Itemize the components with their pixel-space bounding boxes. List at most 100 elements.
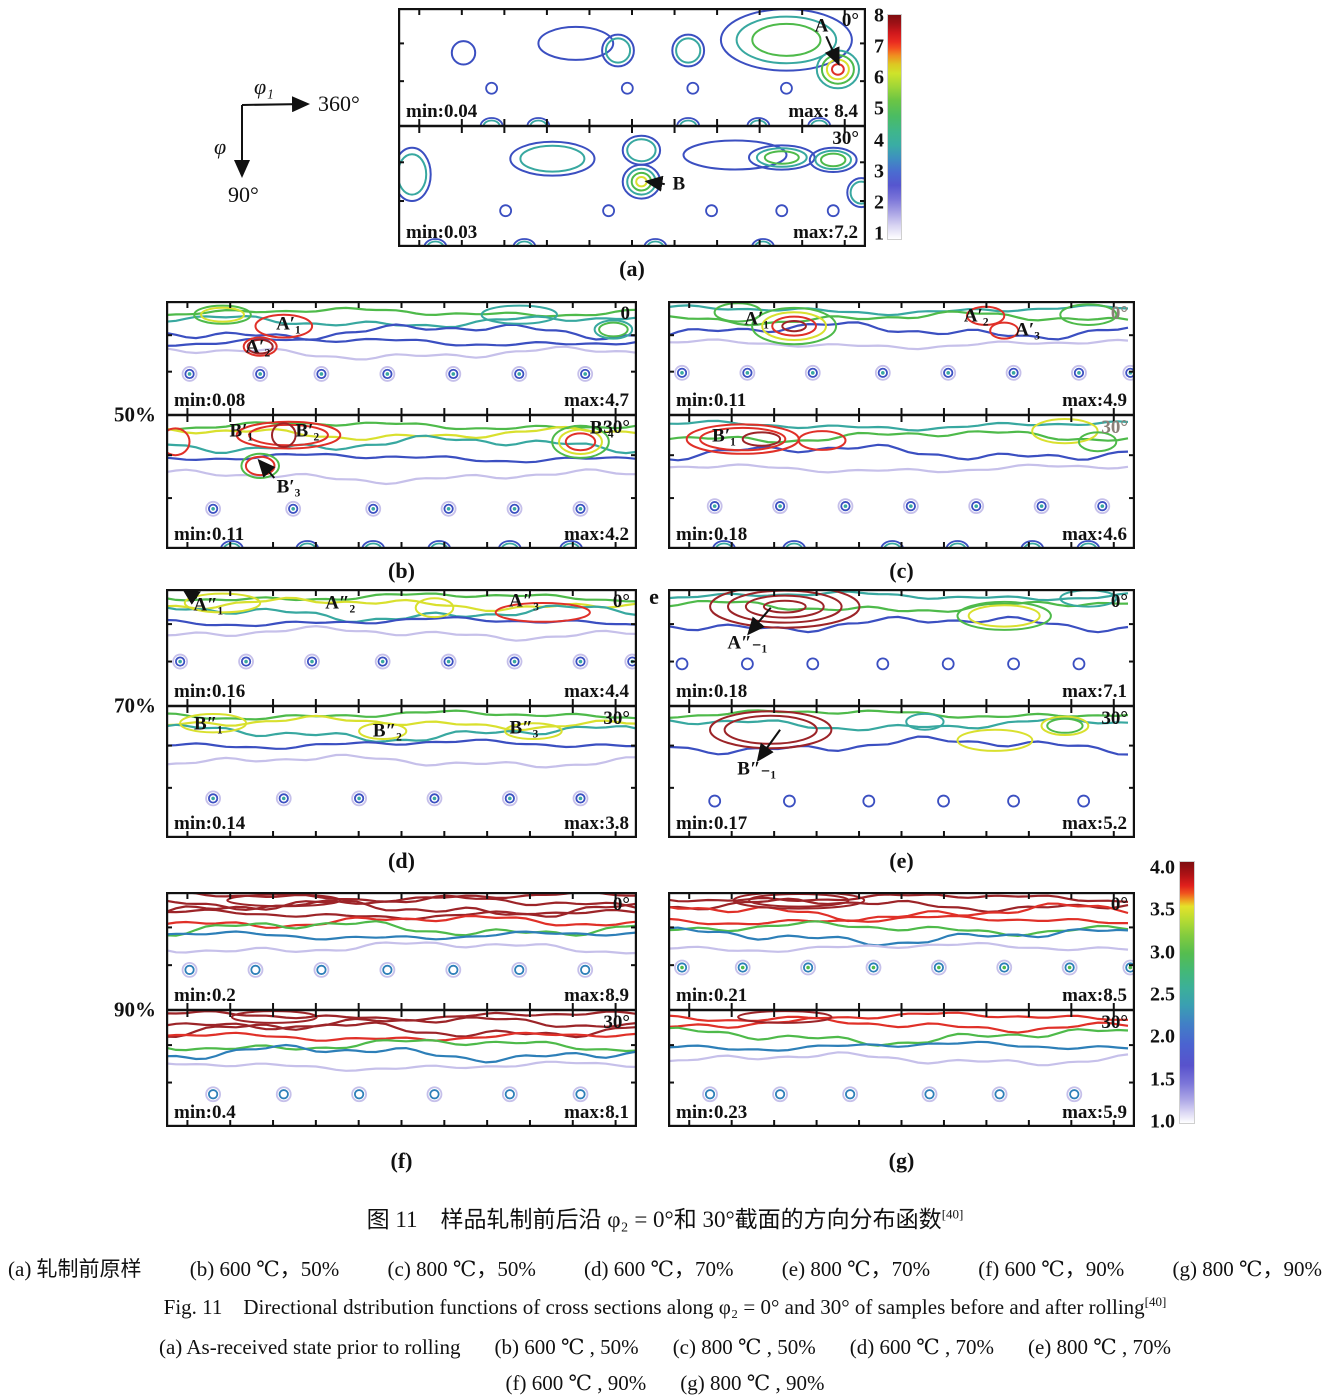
contour-dot [845, 1089, 856, 1100]
colorbar-a-tick: 6 [874, 66, 884, 89]
contour-band [166, 930, 637, 941]
contour-spot [200, 306, 245, 323]
min-label: min:0.17 [676, 813, 748, 834]
contour-dot [240, 656, 252, 667]
reduction-label: 70% [114, 693, 156, 718]
contour-band [668, 1016, 1129, 1034]
contour-spot [713, 302, 763, 323]
subplot-a-30deg: 30° min:0.03 max:7.2 B [398, 126, 866, 247]
contour-dot [1067, 965, 1072, 970]
contour-dot [905, 501, 916, 512]
min-label: min:0.18 [676, 681, 748, 702]
contour-plot-g [668, 892, 1135, 1127]
contour-dot [930, 959, 947, 976]
colorbar-fg-tick: 4.0 [1150, 856, 1175, 879]
min-label: min:0.21 [676, 985, 748, 1006]
contour-spot [537, 25, 615, 61]
max-label: max:4.7 [564, 390, 629, 411]
annotation-arrow [747, 607, 772, 636]
contour-spot [601, 33, 635, 68]
caption-item-e: (e) 800 ℃，70% [781, 1257, 931, 1281]
contour-band [166, 345, 637, 361]
angle-label: 0° [841, 10, 859, 31]
contour-dot [365, 500, 382, 517]
contour-dot [575, 656, 586, 667]
contour-dot [780, 81, 793, 95]
contour-dot [509, 656, 520, 667]
contour-dot [1122, 959, 1135, 976]
contour-dot [876, 657, 890, 671]
contour-dot [1072, 657, 1086, 671]
contour-dot [575, 503, 586, 514]
contour-dot [909, 504, 913, 508]
contour-plot-f [166, 892, 637, 1127]
caption-item-g: (g) 800 ℃，90% [1172, 1257, 1322, 1281]
contour-dot [1036, 501, 1047, 512]
contour-spot [732, 892, 866, 910]
contour-plot-c [668, 301, 1135, 549]
contour-spot [240, 452, 280, 479]
contour-dot [1033, 498, 1050, 515]
panel-letter-f: (f) [390, 1148, 413, 1173]
contour-band [668, 430, 1129, 444]
contour-dot [745, 371, 750, 375]
caption-en-item-f: (f) 600 ℃ , 90% [505, 1371, 647, 1395]
contour-dot [991, 1086, 1008, 1103]
peak-annotation: B′₁ [712, 425, 736, 447]
contour-dot [288, 503, 299, 514]
contour-dot [1094, 498, 1111, 515]
angle-label: 30° [603, 1012, 630, 1033]
contour-spot [166, 427, 191, 457]
caption-item-a: (a) 轧制前原样 [8, 1257, 142, 1281]
contour-dot [740, 657, 754, 671]
colorbar-fg-tick: 3.5 [1150, 898, 1175, 921]
contour-dot [933, 962, 944, 973]
max-label: max:8.9 [564, 985, 629, 1006]
contour-spot [246, 338, 274, 355]
panel-e: 0° min:0.18 max:7.1 e A″₋₁ 30° min:0.17 max:5.2… [649, 586, 1135, 838]
contour-dot [181, 366, 198, 382]
contour-dot [429, 1089, 440, 1100]
subplot-e-30deg: 30° min:0.17 max:5.2 B″₋₁ [668, 706, 1135, 838]
contour-band [668, 321, 1129, 341]
max-label: max:5.2 [1062, 813, 1127, 834]
min-label: min:0.2 [174, 985, 236, 1006]
contour-dot [580, 964, 591, 975]
contour-dot [432, 796, 437, 801]
contour-bump [295, 540, 320, 549]
peak-annotation: A′₂ [245, 336, 271, 358]
contour-bump [512, 238, 537, 247]
contour-band [668, 1040, 1129, 1052]
phi-axis-label: φ [214, 134, 227, 159]
contour-dot [775, 204, 789, 218]
contour-dot [706, 498, 723, 515]
colorbar-a-tick: 2 [874, 191, 884, 214]
max-label: max:4.2 [564, 524, 629, 545]
contour-dot [1066, 1086, 1083, 1103]
contour-dot [382, 964, 393, 975]
contour-band [166, 915, 637, 929]
subplot-g-30deg: 30° min:0.23 max:5.9 [668, 1010, 1135, 1127]
contour-spot [254, 313, 314, 339]
contour-dot [175, 656, 186, 667]
contour-band [166, 894, 637, 912]
contour-dot [862, 794, 876, 808]
contour-bump [526, 117, 551, 127]
contour-bump [220, 540, 244, 549]
contour-dot [205, 500, 221, 517]
angle-label: 0° [612, 894, 630, 915]
contour-band [668, 1026, 1129, 1047]
max-label: max:5.9 [1062, 1102, 1127, 1123]
peak-annotation: B″₋₁ [737, 758, 777, 780]
peak-annotation: A′₁ [276, 313, 301, 335]
panel-letter-d: (d) [388, 848, 415, 873]
contour-dot [207, 793, 219, 804]
contour-spot [179, 713, 248, 734]
panel-letter-c: (c) [889, 558, 914, 583]
contour-dot [1064, 962, 1075, 973]
panel-c: 0° min:0.11 max:4.9 A′₁ A′₂ A′₃ 30° min:0.18 max… [668, 301, 1135, 549]
contour-dot [211, 507, 215, 511]
contour-dot [508, 796, 512, 801]
caption-en-item-e: (e) 800 ℃ , 70% [1027, 1335, 1172, 1359]
contour-dot [924, 1089, 935, 1100]
